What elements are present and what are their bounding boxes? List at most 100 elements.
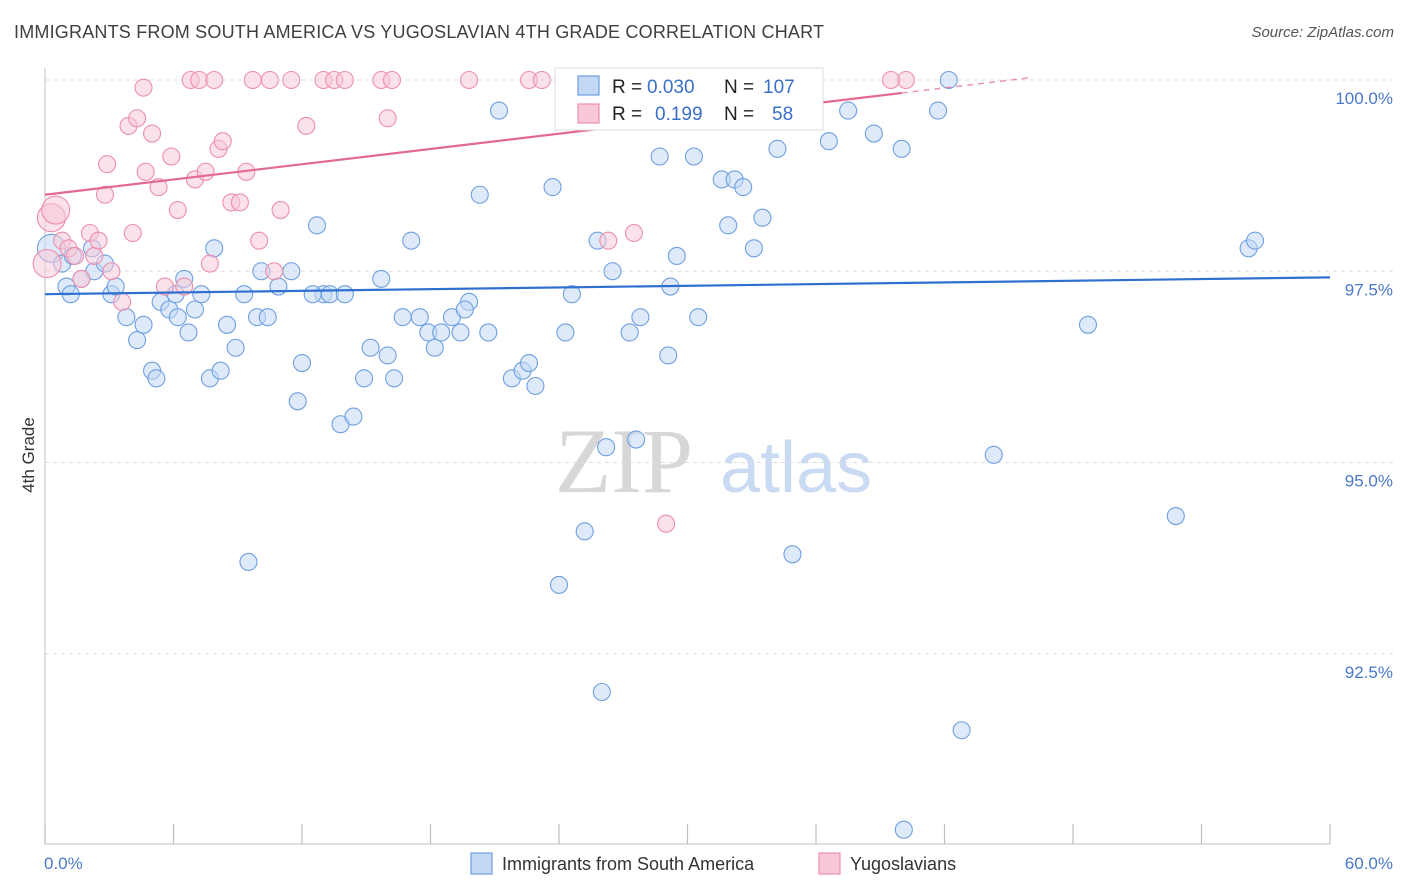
data-point-blue xyxy=(1245,231,1265,250)
data-point-pink xyxy=(260,70,279,90)
data-point-blue xyxy=(753,208,772,227)
data-point-pink xyxy=(143,124,162,143)
data-point-blue xyxy=(288,392,307,411)
data-point-pink xyxy=(65,246,85,265)
data-point-pink xyxy=(136,162,155,181)
stats-box: R = 0.030 N = 107 R = 0.199 N = 58 xyxy=(554,67,824,131)
data-point-pink xyxy=(532,70,551,90)
data-point-pink xyxy=(205,70,224,90)
data-point-blue xyxy=(425,338,444,357)
legend-pink-label: Yugoslavians xyxy=(850,854,956,874)
data-point-blue xyxy=(402,231,421,250)
data-point-blue xyxy=(592,682,611,702)
data-point-pink xyxy=(32,249,62,279)
data-point-blue xyxy=(455,300,474,319)
data-point-blue xyxy=(543,178,562,197)
data-point-pink xyxy=(123,223,142,243)
data-point-blue xyxy=(410,308,429,327)
data-point-blue xyxy=(519,353,539,373)
data-point-pink xyxy=(134,78,153,97)
data-point-pink xyxy=(378,109,397,128)
data-point-blue xyxy=(939,70,958,90)
y-tick-label: 100.0% xyxy=(1335,89,1393,108)
data-point-pink xyxy=(175,277,194,296)
watermark-zip: ZIP xyxy=(555,410,693,512)
stats-blue-n-value: 107 xyxy=(763,77,795,98)
stats-pink-r-value: 0.199 xyxy=(655,104,703,125)
data-point-blue xyxy=(451,323,470,342)
data-point-blue xyxy=(432,323,451,342)
data-point-pink xyxy=(599,231,618,250)
stats-pink-r-label: R = xyxy=(612,104,642,125)
data-point-pink xyxy=(382,70,402,90)
data-point-blue xyxy=(128,331,147,350)
data-point-pink xyxy=(459,70,479,90)
data-point-blue xyxy=(984,445,1003,464)
data-point-blue xyxy=(684,147,703,166)
data-point-blue xyxy=(479,323,498,342)
series-blue-points xyxy=(36,70,1265,839)
source-label: Source: ZipAtlas.com xyxy=(1251,24,1394,41)
data-point-pink xyxy=(72,269,91,288)
data-point-blue xyxy=(744,239,763,258)
data-point-blue xyxy=(864,124,883,143)
data-point-blue xyxy=(282,262,301,281)
data-point-pink xyxy=(624,223,644,243)
data-point-pink xyxy=(196,162,215,181)
data-point-pink xyxy=(98,155,117,174)
data-point-blue xyxy=(211,361,230,380)
y-tick-label: 95.0% xyxy=(1345,472,1393,491)
legend-pink-swatch xyxy=(818,852,841,875)
data-point-blue xyxy=(226,338,245,357)
data-point-pink xyxy=(271,201,290,220)
data-point-blue xyxy=(269,277,288,296)
data-point-blue xyxy=(385,369,404,388)
data-point-pink xyxy=(250,231,269,250)
x-tick-label-max: 60.0% xyxy=(1345,854,1393,873)
data-point-pink xyxy=(297,116,316,135)
data-point-pink xyxy=(95,185,115,204)
stats-blue-r-label: R = xyxy=(612,77,642,98)
data-point-blue xyxy=(892,139,911,158)
data-point-blue xyxy=(659,346,678,365)
data-point-blue xyxy=(1166,506,1185,526)
data-point-blue xyxy=(335,285,354,304)
data-point-blue xyxy=(597,438,616,457)
data-point-pink xyxy=(213,132,232,151)
data-point-pink xyxy=(335,70,354,90)
data-point-blue xyxy=(292,353,312,373)
data-point-pink xyxy=(282,70,301,90)
data-point-blue xyxy=(549,575,569,594)
data-point-blue xyxy=(689,308,708,327)
data-point-pink xyxy=(881,70,901,90)
data-point-blue xyxy=(603,262,622,281)
data-point-pink xyxy=(85,246,104,265)
data-point-blue xyxy=(134,315,153,334)
data-point-blue xyxy=(627,430,646,449)
data-point-blue xyxy=(185,300,204,319)
data-point-blue xyxy=(393,308,412,327)
data-point-blue xyxy=(556,323,575,342)
data-point-blue xyxy=(631,308,650,327)
data-point-blue xyxy=(929,101,948,120)
data-point-pink xyxy=(155,277,174,296)
y-axis-label: 4th Grade xyxy=(19,417,38,493)
data-point-blue xyxy=(526,376,545,396)
data-point-blue xyxy=(239,552,258,572)
data-point-blue xyxy=(117,308,136,327)
data-point-blue xyxy=(783,545,802,564)
data-point-pink xyxy=(200,254,219,273)
data-point-pink xyxy=(113,292,132,311)
watermark-atlas: atlas xyxy=(720,428,872,508)
stats-pink-n-value: 58 xyxy=(772,104,793,125)
data-point-blue xyxy=(952,721,971,740)
legend-blue-label: Immigrants from South America xyxy=(502,854,755,874)
data-point-blue xyxy=(217,315,237,334)
legend: Immigrants from South America Yugoslavia… xyxy=(470,852,956,875)
y-tick-labels: 92.5% 95.0% 97.5% 100.0% xyxy=(1335,89,1393,682)
series-pink-points xyxy=(32,70,916,533)
data-point-blue xyxy=(470,185,489,204)
data-point-blue xyxy=(192,285,211,304)
data-point-blue xyxy=(894,820,913,839)
